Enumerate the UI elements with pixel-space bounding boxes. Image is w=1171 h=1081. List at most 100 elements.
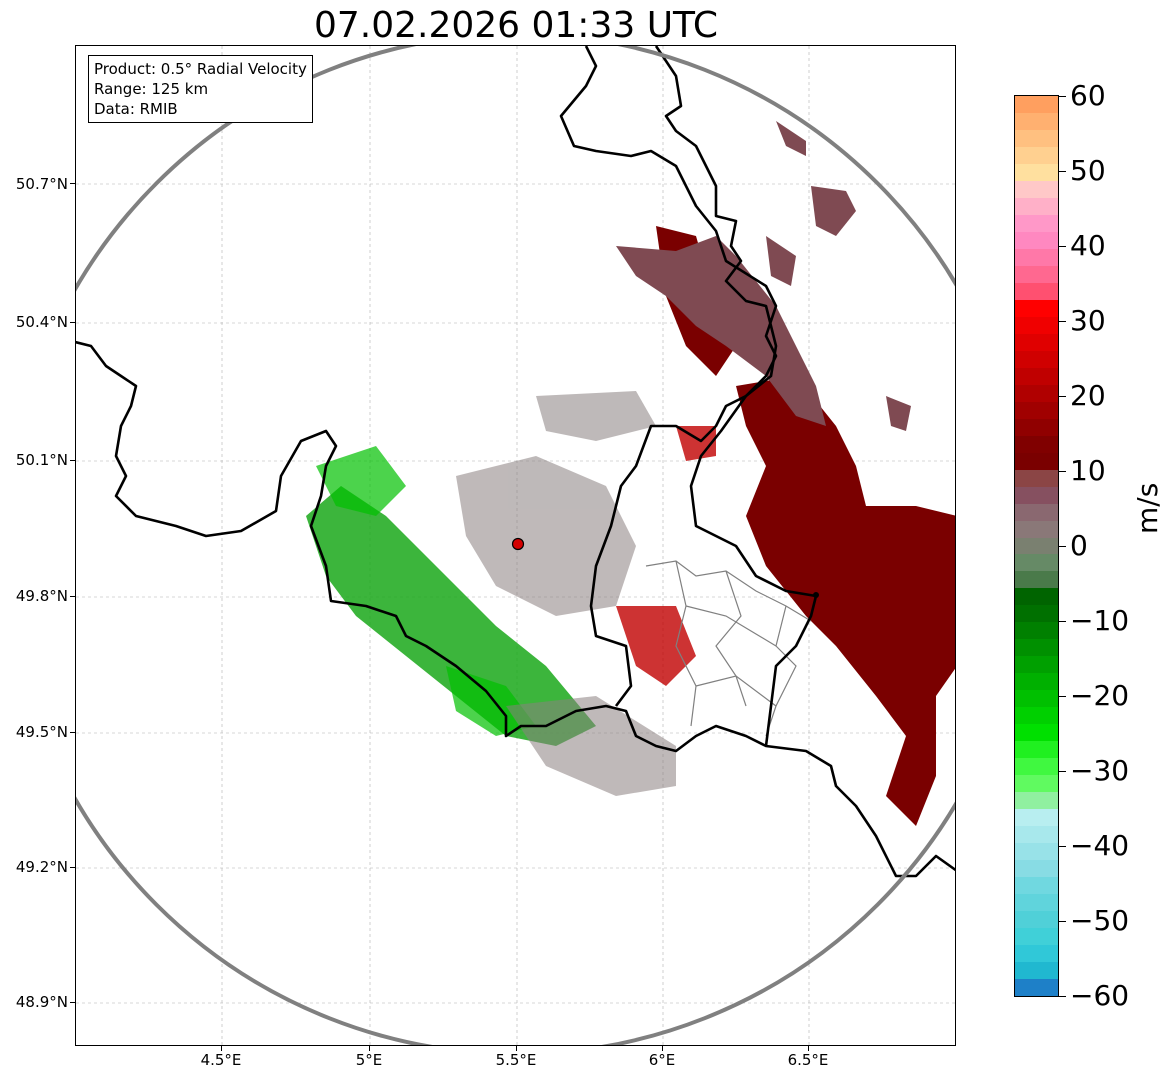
colorbar-segment (1015, 231, 1058, 250)
colorbar-segment (1015, 452, 1058, 471)
lon-tick-mark (369, 1046, 370, 1051)
colorbar-segment (1015, 962, 1058, 980)
lon-tick-label: 6.5°E (787, 1051, 829, 1069)
chart-title: 07.02.2026 01:33 UTC (313, 5, 719, 46)
colorbar-tick-label: 40 (1070, 229, 1106, 262)
lon-tick-label: 4.5°E (200, 1051, 242, 1069)
city-dot (813, 592, 819, 598)
lon-tick-mark (516, 1046, 517, 1051)
colorbar-segment (1015, 418, 1058, 437)
colorbar-tick-mark (1059, 96, 1066, 97)
radar-map-canvas (76, 46, 955, 1045)
colorbar-segment (1015, 894, 1058, 913)
colorbar-segment (1015, 316, 1058, 335)
colorbar-segment (1015, 911, 1058, 930)
colorbar-segment (1015, 299, 1058, 318)
colorbar-tick-mark (1059, 396, 1066, 397)
colorbar-tick-mark (1059, 771, 1066, 772)
lon-tick-mark (221, 1046, 222, 1051)
colorbar-tick-label: 0 (1070, 529, 1088, 562)
colorbar-segment (1015, 843, 1058, 862)
colorbar-segment (1015, 282, 1058, 301)
colorbar-tick-label: −10 (1070, 604, 1130, 637)
colorbar-tick-mark (1059, 921, 1066, 922)
colorbar-segment (1015, 350, 1058, 369)
colorbar-segment (1015, 979, 1058, 996)
colorbar-tick-mark (1059, 546, 1066, 547)
colorbar-segment (1015, 537, 1058, 556)
colorbar-tick-label: −40 (1070, 829, 1130, 862)
lon-tick-label: 6°E (648, 1051, 676, 1069)
colorbar-segment (1015, 248, 1058, 267)
colorbar-segment (1015, 792, 1058, 811)
colorbar-segment (1015, 622, 1058, 641)
colorbar-segment (1015, 197, 1058, 216)
lat-tick-label: 50.7°N (15, 175, 68, 193)
range-label: Range: 125 km (94, 80, 209, 98)
lat-tick-label: 49.2°N (15, 858, 68, 876)
colorbar-segment (1015, 435, 1058, 454)
colorbar-segment (1015, 826, 1058, 845)
colorbar-segment (1015, 333, 1058, 352)
velocity-colorbar (1014, 95, 1059, 997)
colorbar-segment (1015, 384, 1058, 403)
colorbar-segment (1015, 605, 1058, 624)
colorbar-tick-label: −30 (1070, 754, 1130, 787)
lat-tick-mark (70, 322, 75, 323)
colorbar-segment (1015, 707, 1058, 726)
colorbar-segment (1015, 520, 1058, 539)
colorbar-segment (1015, 96, 1058, 114)
colorbar-segment (1015, 214, 1058, 233)
lon-tick-mark (662, 1046, 663, 1051)
lon-tick-label: 5.5°E (495, 1051, 537, 1069)
echo-green-speckle (316, 446, 536, 736)
lat-tick-label: 49.5°N (15, 723, 68, 741)
colorbar-segment (1015, 129, 1058, 148)
colorbar-segment (1015, 775, 1058, 794)
colorbar-tick-mark (1059, 846, 1066, 847)
colorbar-tick-mark (1059, 996, 1066, 997)
colorbar-unit-label: m/s (1131, 482, 1164, 534)
colorbar-tick-label: −50 (1070, 904, 1130, 937)
product-label: Product: 0.5° Radial Velocity (94, 60, 307, 78)
colorbar-tick-mark (1059, 321, 1066, 322)
lon-tick-mark (808, 1046, 809, 1051)
colorbar-segment (1015, 588, 1058, 607)
colorbar-segment (1015, 163, 1058, 182)
colorbar-segment (1015, 554, 1058, 573)
radar-map[interactable] (75, 45, 956, 1046)
radar-site-marker (511, 537, 525, 551)
colorbar-tick-mark (1059, 246, 1066, 247)
colorbar-segment (1015, 503, 1058, 522)
colorbar-segment (1015, 877, 1058, 896)
echo-dealiased-green (306, 486, 596, 746)
lat-tick-label: 50.4°N (15, 313, 68, 331)
lat-tick-label: 50.1°N (15, 451, 68, 469)
lat-tick-label: 49.8°N (15, 587, 68, 605)
colorbar-segment (1015, 724, 1058, 743)
colorbar-segment (1015, 758, 1058, 777)
colorbar-segment (1015, 180, 1058, 199)
colorbar-tick-label: 20 (1070, 379, 1106, 412)
colorbar-segment (1015, 367, 1058, 386)
colorbar-segment (1015, 571, 1058, 590)
colorbar-tick-mark (1059, 171, 1066, 172)
colorbar-segment (1015, 146, 1058, 165)
admin-borders (645, 560, 812, 737)
colorbar-segment (1015, 469, 1058, 488)
echo-gray-near-zero (456, 391, 676, 796)
colorbar-tick-label: −60 (1070, 979, 1130, 1012)
colorbar-segment (1015, 639, 1058, 658)
colorbar-tick-label: 60 (1070, 79, 1106, 112)
colorbar-segment (1015, 741, 1058, 760)
colorbar-segment (1015, 945, 1058, 964)
lat-tick-mark (70, 867, 75, 868)
colorbar-segment (1015, 690, 1058, 709)
echo-pinkgray-near-zero (616, 121, 911, 431)
colorbar-segment (1015, 673, 1058, 692)
colorbar-segment (1015, 656, 1058, 675)
lat-tick-mark (70, 1002, 75, 1003)
colorbar-segment (1015, 401, 1058, 420)
colorbar-tick-label: −20 (1070, 679, 1130, 712)
lat-tick-mark (70, 460, 75, 461)
